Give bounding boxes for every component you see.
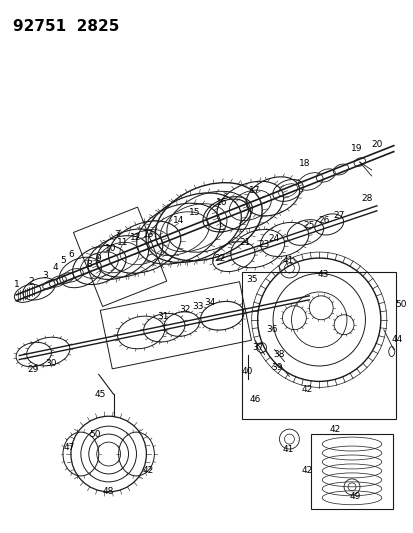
Text: 2: 2 xyxy=(28,277,34,286)
Text: 44: 44 xyxy=(390,335,401,344)
Text: 35: 35 xyxy=(245,276,257,285)
Text: 15: 15 xyxy=(189,208,200,217)
Text: 50: 50 xyxy=(394,300,406,309)
Text: 92751  2825: 92751 2825 xyxy=(13,19,119,34)
Text: 9: 9 xyxy=(96,254,101,263)
Text: 14: 14 xyxy=(172,216,183,225)
Text: 3: 3 xyxy=(42,271,48,280)
Text: 30: 30 xyxy=(45,359,57,368)
Text: 37: 37 xyxy=(251,343,263,352)
Text: 42: 42 xyxy=(301,466,312,475)
Text: 16: 16 xyxy=(216,198,227,207)
Text: 43: 43 xyxy=(317,270,328,279)
Text: 34: 34 xyxy=(204,298,215,308)
Text: 28: 28 xyxy=(361,194,372,203)
Text: 19: 19 xyxy=(350,144,362,153)
Text: 26: 26 xyxy=(318,216,329,225)
Text: 41: 41 xyxy=(282,445,293,454)
Text: 8: 8 xyxy=(86,260,91,269)
Text: 22: 22 xyxy=(214,254,225,263)
Text: 27: 27 xyxy=(332,211,344,220)
Text: 39: 39 xyxy=(271,363,282,372)
Text: 46: 46 xyxy=(249,395,261,404)
Text: 24: 24 xyxy=(267,233,278,243)
Text: 36: 36 xyxy=(265,325,277,334)
Text: 17: 17 xyxy=(248,186,260,195)
Text: 42: 42 xyxy=(301,385,312,394)
Text: 47: 47 xyxy=(63,442,74,451)
Text: 6: 6 xyxy=(68,249,74,259)
Text: 21: 21 xyxy=(238,238,250,247)
Text: 31: 31 xyxy=(157,312,169,321)
Text: 50: 50 xyxy=(89,430,100,439)
Bar xyxy=(311,434,392,508)
Text: 18: 18 xyxy=(298,159,309,168)
Text: 4: 4 xyxy=(52,263,58,272)
Text: 42: 42 xyxy=(329,425,340,434)
Text: 33: 33 xyxy=(192,302,203,311)
Text: 49: 49 xyxy=(349,492,360,502)
Text: 12: 12 xyxy=(130,232,141,241)
Text: 25: 25 xyxy=(303,221,314,230)
Text: 10: 10 xyxy=(104,244,116,253)
Text: 48: 48 xyxy=(103,487,114,496)
Text: 1: 1 xyxy=(14,280,20,289)
Text: 42: 42 xyxy=(142,466,154,475)
Text: 20: 20 xyxy=(370,140,382,149)
Text: 7: 7 xyxy=(114,230,119,239)
Text: 41: 41 xyxy=(282,255,293,264)
Text: 45: 45 xyxy=(95,390,106,399)
Bar xyxy=(241,272,395,419)
Text: 40: 40 xyxy=(242,367,253,376)
Text: 23: 23 xyxy=(257,240,268,248)
Text: 38: 38 xyxy=(273,350,285,359)
Text: 11: 11 xyxy=(116,238,128,247)
Text: 29: 29 xyxy=(27,365,39,374)
Text: 5: 5 xyxy=(60,255,66,264)
Text: 13: 13 xyxy=(142,230,154,239)
Text: 32: 32 xyxy=(179,305,190,314)
